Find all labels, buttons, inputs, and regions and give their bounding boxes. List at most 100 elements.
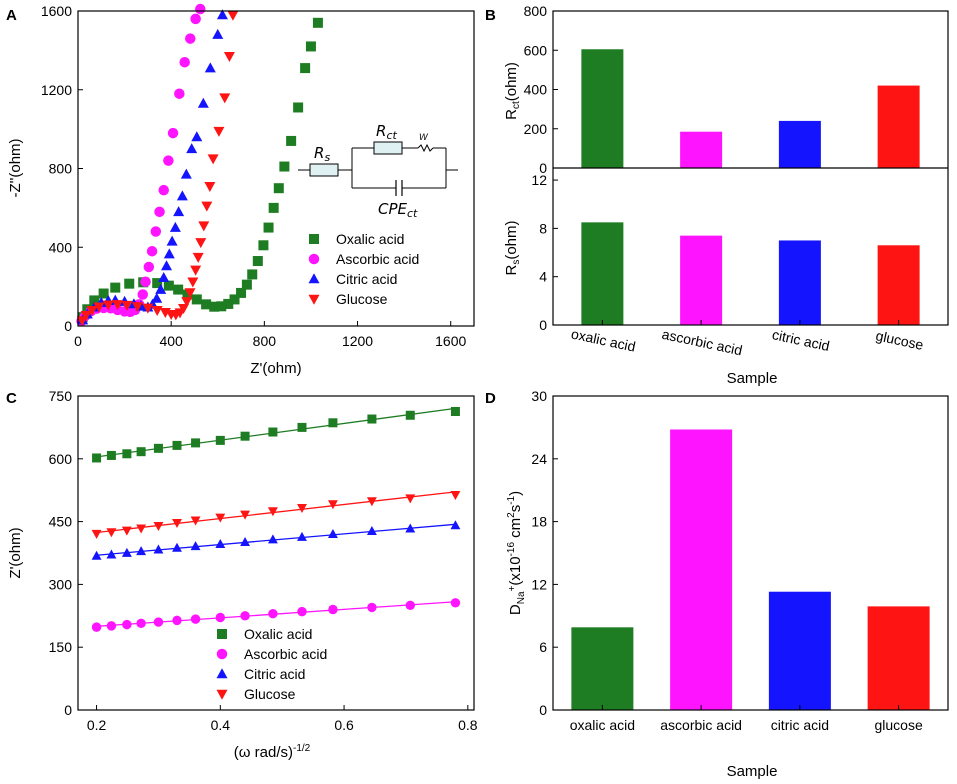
- panel-a-legend-marker-oxalic: [309, 234, 319, 244]
- panel-d-y-tick-label: 18: [531, 514, 547, 530]
- panel-a-point-glucose: [112, 300, 124, 311]
- panel-c-point-ascorbic: [106, 621, 117, 631]
- circuit-label-cpe: CPEct: [378, 200, 418, 220]
- panel-c-legend-label-oxalic: Oxalic acid: [244, 626, 312, 642]
- panel-a-point-oxalic: [268, 202, 279, 213]
- panel-b-bars: [581, 49, 920, 325]
- panel-a-point-glucose: [181, 297, 193, 308]
- panel-d-y-label: DNa+(x10-16 cm2s-1): [506, 491, 527, 615]
- panel-b-top-y-tick-label: 800: [524, 3, 548, 19]
- panel-a-y-tick-label: 800: [49, 161, 73, 177]
- panel-b-label: B: [485, 7, 496, 24]
- panel-a-point-oxalic: [258, 240, 269, 251]
- panel-a-point-ascorbic: [140, 276, 151, 287]
- panel-c-point-ascorbic: [91, 622, 102, 632]
- panel-a-point-ascorbic: [137, 289, 149, 300]
- panel-d-bar: [670, 429, 733, 710]
- panel-c-markers: [91, 406, 461, 632]
- panel-c-point-oxalic: [191, 438, 201, 448]
- panel-b-top-bar: [778, 120, 821, 168]
- panel-c-point-citric: [240, 536, 251, 546]
- panel-c-point-oxalic: [136, 447, 146, 457]
- panel-a-point-glucose: [227, 10, 239, 21]
- panel-a-point-glucose: [187, 277, 199, 288]
- panel-b-top-bar: [581, 49, 624, 168]
- panel-c-legend-marker-citric: [216, 668, 228, 679]
- panel-c-point-ascorbic: [153, 617, 164, 627]
- panel-a-point-ascorbic: [163, 155, 174, 166]
- panel-c-point-oxalic: [106, 450, 116, 460]
- panel-c-y-tick-label: 300: [49, 576, 73, 592]
- panel-a-point-citric: [212, 28, 224, 39]
- panel-a-y-tick-label: 1600: [41, 3, 72, 19]
- panel-c-point-ascorbic: [122, 619, 132, 630]
- panel-c-point-glucose: [121, 526, 132, 536]
- panel-a-point-oxalic: [223, 298, 234, 309]
- panel-a-point-ascorbic: [158, 184, 169, 196]
- panel-a-point-oxalic: [163, 280, 174, 291]
- panel-c-point-ascorbic: [297, 606, 307, 617]
- panel-d-bar: [867, 606, 930, 710]
- panel-a-point-citric: [186, 143, 198, 154]
- panel-c-x-tick-label: 0.2: [87, 717, 107, 733]
- panel-a-point-citric: [173, 206, 185, 217]
- panel-a-point-ascorbic: [185, 33, 196, 44]
- panel-d-y-tick-label: 24: [531, 451, 547, 467]
- panel-c-point-glucose: [327, 500, 338, 510]
- panel-b-bottom-y-tick-label: 12: [531, 172, 547, 188]
- panel-b-bottom-bar: [581, 222, 624, 325]
- panel-a-x-ticks: 0 400 800 1200 1600: [74, 321, 466, 349]
- panel-c-y-tick-label: 600: [49, 451, 73, 467]
- panel-a-nyquist-plot: A 0 400 800 1200 1600 0 400 800 1200 1600 Z'(ohm…: [6, 3, 475, 377]
- panel-c-point-ascorbic: [172, 615, 182, 626]
- panel-a-x-tick-label: 1200: [342, 333, 373, 349]
- panel-a-y-tick-label: 400: [49, 239, 73, 255]
- panel-b-x-tick-label: citric acid: [771, 326, 831, 354]
- panel-a-point-oxalic: [152, 278, 163, 289]
- panel-d-label: D: [485, 390, 496, 407]
- panel-a-legend-label-ascorbic: Ascorbic acid: [336, 251, 419, 267]
- panel-b-x-label: Sample: [727, 370, 778, 387]
- panel-c-warburg-plot: C 0.2 0.4 0.6 0.8 0 150 300 450 600 750 (ω rad/s)…: [6, 388, 478, 761]
- panel-a-point-ascorbic: [143, 261, 155, 273]
- panel-a-point-glucose: [192, 252, 204, 263]
- panel-c-legend-marker-oxalic: [217, 629, 227, 639]
- panel-c-x-tick-label: 0.6: [334, 717, 354, 733]
- panel-c-point-glucose: [106, 528, 117, 538]
- panel-a-point-oxalic: [216, 301, 227, 312]
- panel-a-x-tick-label: 400: [159, 333, 183, 349]
- panel-a-frame: [77, 10, 475, 327]
- panel-c-point-citric: [190, 541, 201, 551]
- panel-a-point-oxalic: [241, 279, 252, 290]
- panel-c-point-oxalic: [92, 453, 102, 463]
- panel-a-point-citric: [169, 221, 181, 232]
- panel-b-bottom-y-tick-label: 4: [539, 269, 547, 285]
- panel-c-y-label: Z'(ohm): [7, 527, 24, 578]
- panel-c-x-label: (ω rad/s)-1/2: [234, 743, 311, 761]
- panel-c-point-citric: [450, 520, 461, 530]
- panel-a-point-oxalic: [201, 299, 212, 310]
- panel-d-x-tick-label: ascorbic acid: [660, 717, 742, 733]
- panel-c-point-citric: [136, 546, 147, 556]
- panel-a-legend: Oxalic acid Ascorbic acid Citric acid Gluco…: [308, 231, 419, 307]
- panel-a-x-tick-label: 0: [74, 333, 82, 349]
- panel-a-point-citric: [163, 248, 175, 259]
- panel-a-y-ticks: 0 400 800 1200 1600: [41, 3, 83, 334]
- panel-a-point-oxalic: [191, 294, 202, 305]
- panel-a-point-ascorbic: [150, 226, 162, 237]
- panel-c-y-tick-label: 150: [49, 639, 73, 655]
- panel-c-point-ascorbic: [367, 602, 377, 613]
- panel-a-point-oxalic: [209, 301, 220, 312]
- panel-a-point-ascorbic: [146, 245, 158, 257]
- panel-c-point-oxalic: [328, 418, 338, 428]
- panel-a-y-tick-label: 0: [64, 318, 72, 334]
- panel-d-y-tick-label: 0: [539, 702, 547, 718]
- panel-c-point-citric: [215, 539, 226, 549]
- panel-d-y-tick-label: 6: [539, 639, 547, 655]
- panel-a-markers: [76, 3, 323, 327]
- panel-a-x-tick-label: 800: [253, 333, 277, 349]
- panel-a-point-glucose: [86, 306, 98, 316]
- panel-d-bar: [571, 627, 634, 710]
- panel-b-top-y-tick-label: 600: [524, 42, 548, 58]
